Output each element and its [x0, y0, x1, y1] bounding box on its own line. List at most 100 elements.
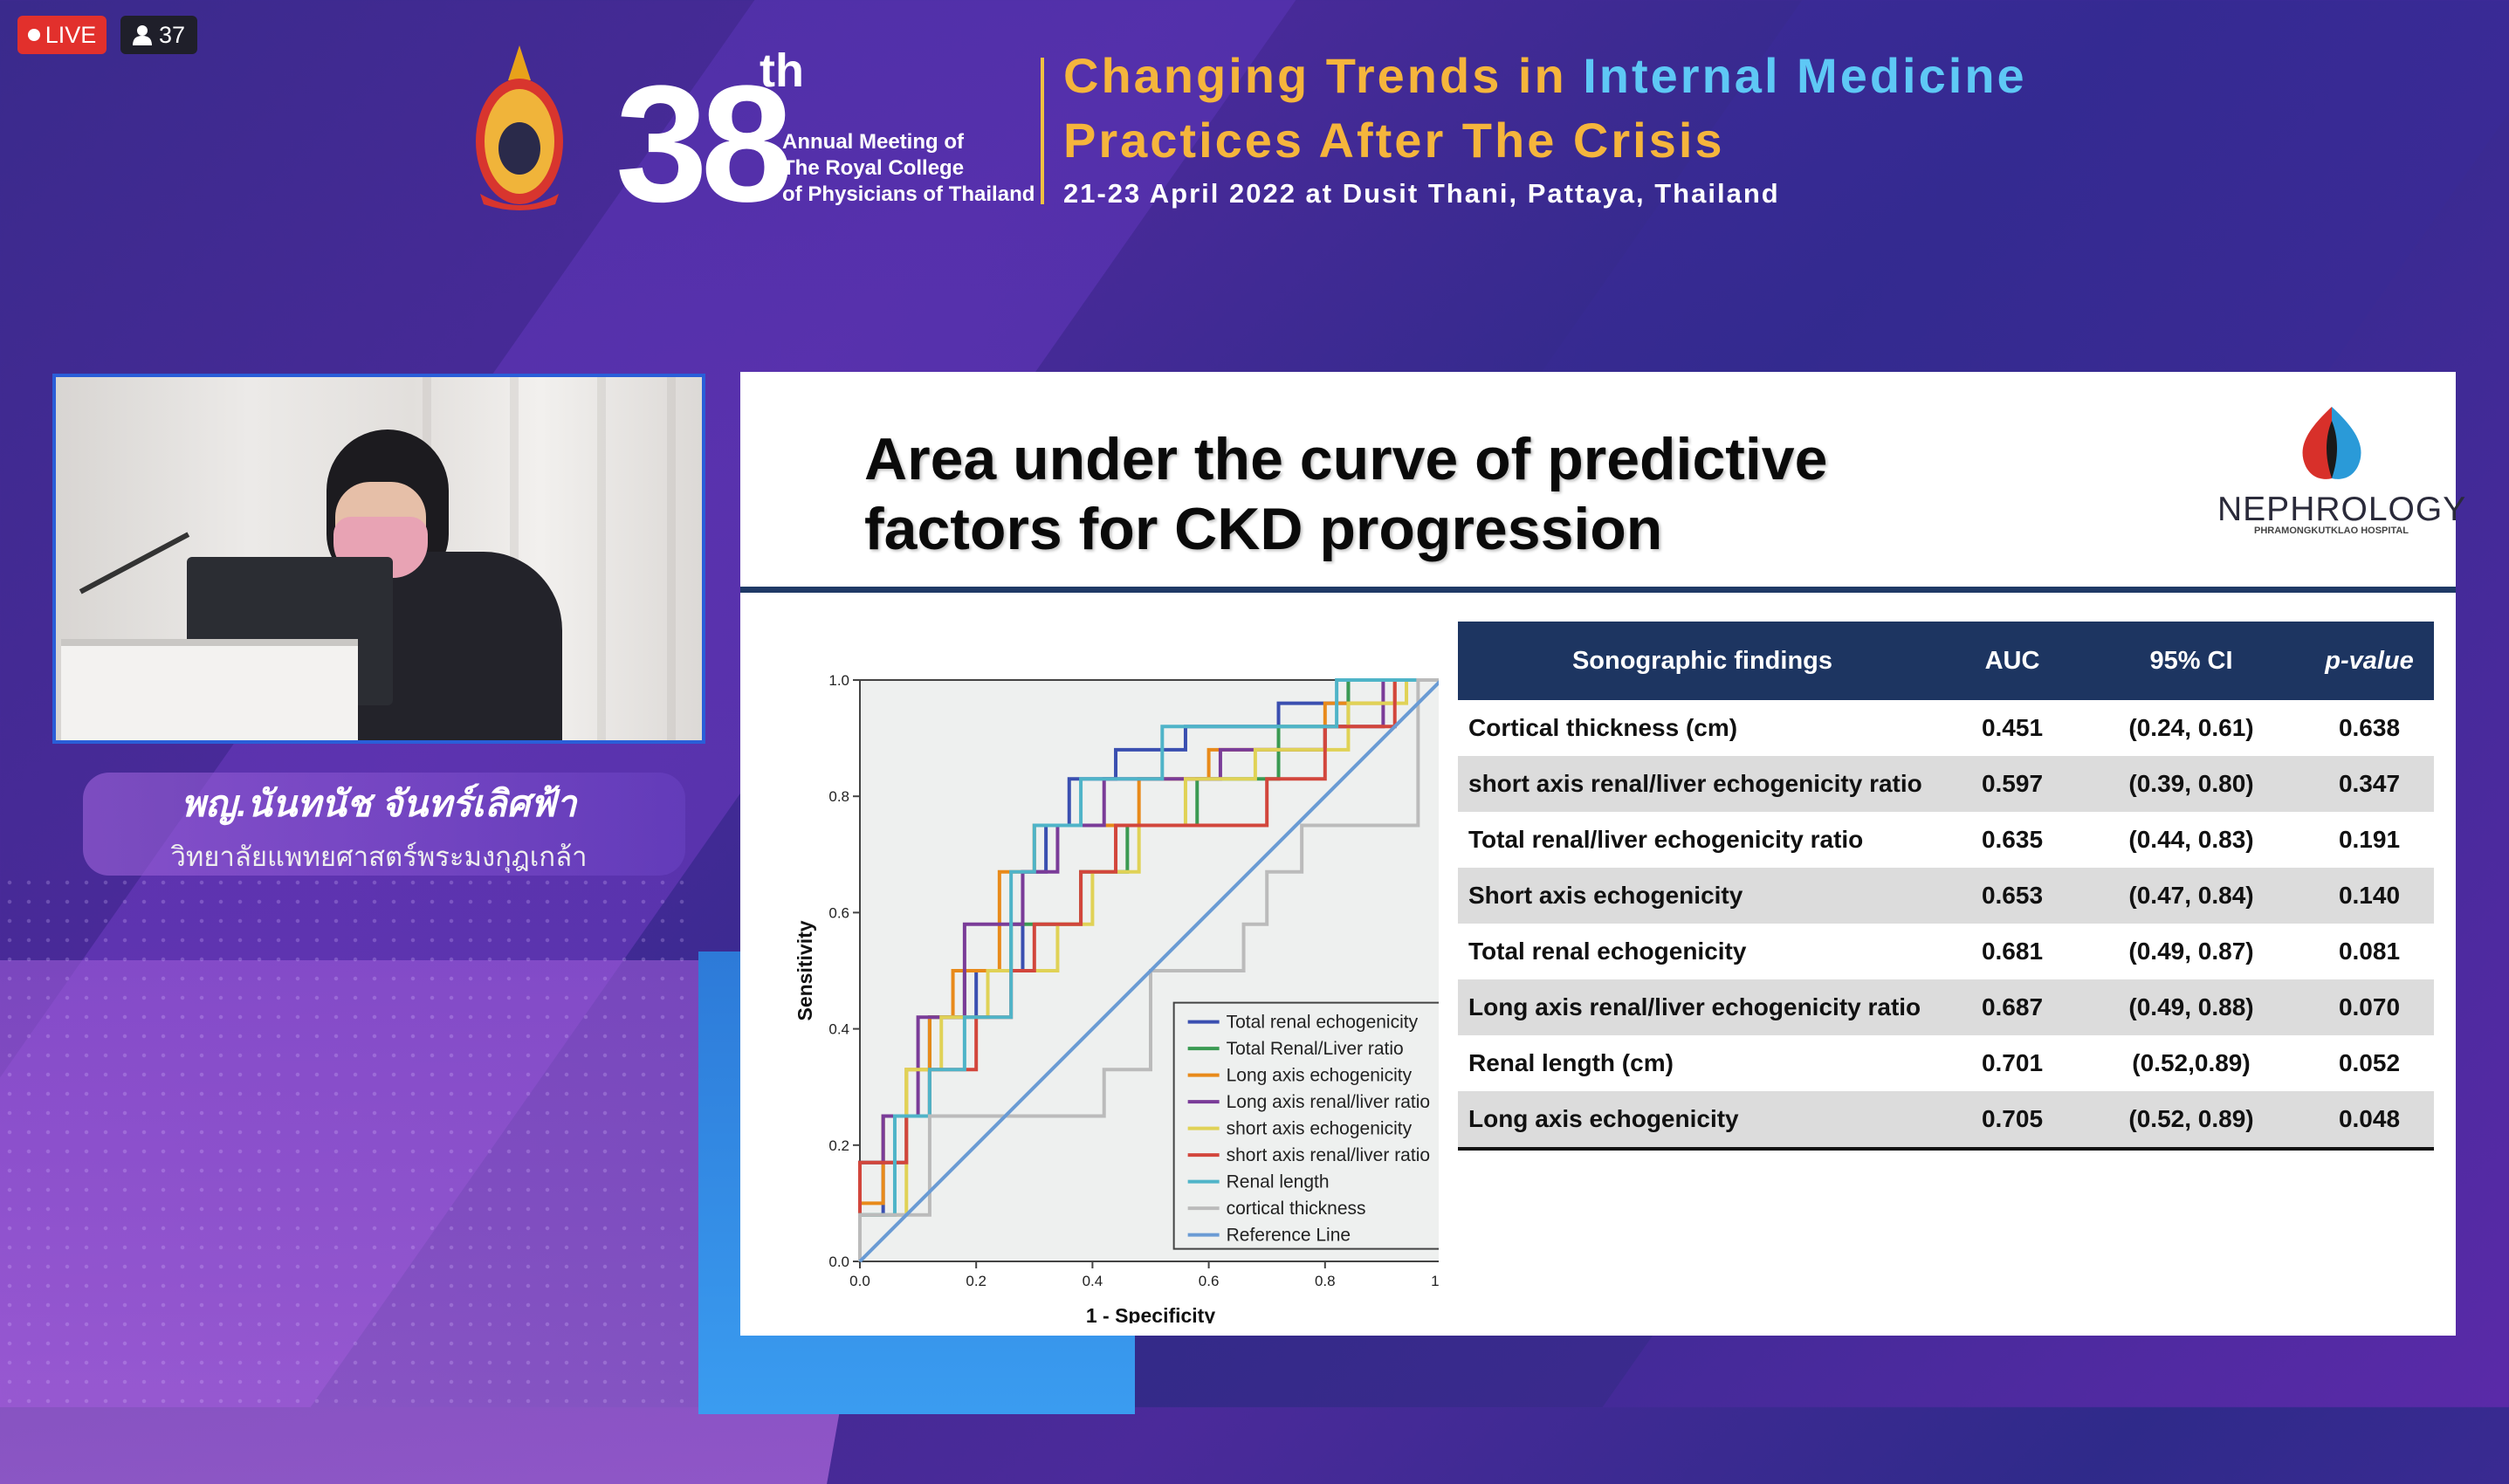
table-row: Total renal/liver echogenicity ratio 0.63… [1458, 812, 2434, 868]
date-venue: 21-23 April 2022 at Dusit Thani, Pattaya… [1063, 178, 1780, 209]
table-cell: 0.597 [1981, 770, 2044, 797]
table-bottom-rule [1458, 1147, 2434, 1151]
logo-text: NEPHROLOGY [2217, 491, 2467, 528]
curtain-fold [667, 377, 676, 740]
person-icon [132, 25, 152, 45]
legend-label: short axis echogenicity [1227, 1119, 1413, 1139]
table-cell: 0.681 [1981, 938, 2044, 965]
live-label: LIVE [45, 21, 97, 48]
roc-curve [858, 678, 1439, 1261]
slide-title-rule [740, 587, 2456, 593]
meeting-ordinal: th [760, 45, 804, 97]
live-badge: LIVE [17, 16, 107, 54]
table-cell: 0.701 [1981, 1049, 2044, 1076]
speaker-affiliation: วิทยาลัยแพทยศาสตร์พระมงกุฎเกล้า [170, 842, 588, 872]
viewer-count: 37 [158, 21, 186, 48]
theme-part-1: Changing Trends in [1063, 48, 1584, 103]
y-tick-label: 1.0 [828, 672, 849, 689]
table-cell: 0.052 [2338, 1049, 2401, 1076]
table-cell: 0.638 [2338, 714, 2401, 741]
meeting-name: Annual Meeting of The Royal College of P… [782, 129, 1035, 208]
table-row: Long axis echogenicity 0.705 (0.52, 0.89) 0… [1458, 1091, 2434, 1147]
x-tick-label: 0.8 [1315, 1273, 1336, 1289]
table-cell: Cortical thickness (cm) [1468, 714, 1738, 741]
table-cell: (0.49, 0.87) [2128, 938, 2254, 965]
header-divider [1041, 58, 1044, 204]
theme-line-1: Changing Trends in Internal Medicine [1063, 47, 2027, 104]
roc-curve [858, 680, 1439, 1263]
table-cell: 0.705 [1981, 1105, 2044, 1132]
curtain-fold [597, 377, 606, 740]
table-body: Cortical thickness (cm) 0.451 (0.24, 0.61)… [1458, 700, 2434, 1147]
table-cell: short axis renal/liver echogenicity rati… [1468, 770, 1922, 797]
table-cell: Total renal/liver echogenicity ratio [1468, 826, 1864, 853]
roc-chart: 0.00.0 0.2 0.2 0.4 0.4 0.6 0.6 0.8 0.8 1.0 1.0 1 - … [794, 672, 1439, 1323]
logo-subtext: PHRAMONGKUTKLAO HOSPITAL [2254, 526, 2409, 536]
x-tick-label: 0.0 [849, 1273, 870, 1289]
table-cell: (0.52,0.89) [2132, 1049, 2251, 1076]
table-cell: 0.070 [2338, 993, 2401, 1020]
table-row: short axis renal/liver echogenicity rati… [1458, 756, 2434, 812]
table-cell: 0.347 [2338, 770, 2401, 797]
royal-college-emblem-icon [476, 45, 563, 210]
table-cell: 0.140 [2338, 882, 2401, 909]
x-tick-label: 0.4 [1083, 1273, 1103, 1289]
x-tick-label: 0.2 [966, 1273, 986, 1289]
table-cell: (0.47, 0.84) [2128, 882, 2254, 909]
table-row: Renal length (cm) 0.701 (0.52,0.89) 0.052 [1458, 1035, 2434, 1091]
y-tick-label: 0.8 [828, 788, 849, 805]
table-header-row: Sonographic findings AUC 95% CI p-value [1458, 622, 2434, 700]
speaker-caption-box [83, 773, 685, 876]
y-tick-label: 0.4 [828, 1021, 849, 1038]
table-row: Short axis echogenicity 0.653 (0.47, 0.84)… [1458, 868, 2434, 924]
x-tick-label: 0.6 [1199, 1273, 1220, 1289]
microphone [79, 532, 190, 594]
legend-label: Reference Line [1227, 1226, 1351, 1246]
x-tick-label: 1.0 [1431, 1273, 1439, 1289]
table-cell: 0.191 [2338, 826, 2401, 853]
y-axis-label: Sensitivity [794, 920, 816, 1020]
table-cell: Renal length (cm) [1468, 1049, 1674, 1076]
theme-part-2: Internal Medicine [1583, 48, 2027, 103]
legend-label: short axis renal/liver ratio [1227, 1145, 1430, 1165]
column-header: Sonographic findings [1571, 646, 1833, 675]
background-dots [0, 873, 698, 1407]
table-cell: 0.048 [2338, 1105, 2401, 1132]
roc-curve [858, 678, 1439, 1261]
table-cell: Total renal echogenicity [1468, 938, 1747, 965]
column-header: AUC [1984, 646, 2040, 675]
legend-label: Total renal echogenicity [1227, 1013, 1419, 1033]
y-tick-label: 0.2 [828, 1137, 849, 1154]
legend-label: Long axis echogenicity [1227, 1066, 1413, 1086]
live-dot-icon [27, 29, 40, 41]
legend-label: Long axis renal/liver ratio [1227, 1092, 1430, 1112]
meeting-line: of Physicians of Thailand [782, 182, 1035, 206]
meeting-line: Annual Meeting of [782, 130, 964, 154]
table-cell: (0.49, 0.88) [2128, 993, 2254, 1020]
table-cell: 0.653 [1981, 882, 2044, 909]
y-tick-label: 0.6 [828, 904, 849, 921]
auc-table: Sonographic findings AUC 95% CI p-value … [1458, 622, 2434, 1151]
viewer-count-badge[interactable]: 37 [120, 16, 197, 54]
legend-label: cortical thickness [1227, 1199, 1366, 1219]
legend-label: Total Renal/Liver ratio [1227, 1039, 1404, 1059]
meeting-line: The Royal College [782, 156, 965, 180]
speaker-name: พญ.นันทนัช จันทร์เลิศฟ้า [181, 783, 577, 824]
column-header: 95% CI [2149, 646, 2233, 675]
column-header: p-value [2325, 646, 2414, 675]
table-cell: 0.635 [1981, 826, 2044, 853]
table-row: Long axis renal/liver echogenicity ratio… [1458, 979, 2434, 1035]
slide-title-line: factors for CKD progression [864, 496, 1663, 562]
presentation-slide: Area under the curve of predictive facto… [740, 372, 2465, 1336]
speaker-video[interactable] [52, 374, 705, 744]
slide-title-line: Area under the curve of predictive [864, 426, 1828, 492]
table-cell: Short axis echogenicity [1468, 882, 1743, 909]
table-cell: (0.52, 0.89) [2128, 1105, 2254, 1132]
slide-title: Area under the curve of predictive facto… [864, 424, 1827, 564]
theme-line-2: Practices After The Crisis [1063, 113, 1725, 168]
table-cell: Long axis echogenicity [1468, 1105, 1739, 1132]
nephrology-logo-icon [2302, 407, 2361, 479]
x-axis-label: 1 - Specificity [1086, 1304, 1215, 1323]
table-row: Cortical thickness (cm) 0.451 (0.24, 0.61)… [1458, 700, 2434, 756]
table-row: Total renal echogenicity 0.681 (0.49, 0.87… [1458, 924, 2434, 979]
